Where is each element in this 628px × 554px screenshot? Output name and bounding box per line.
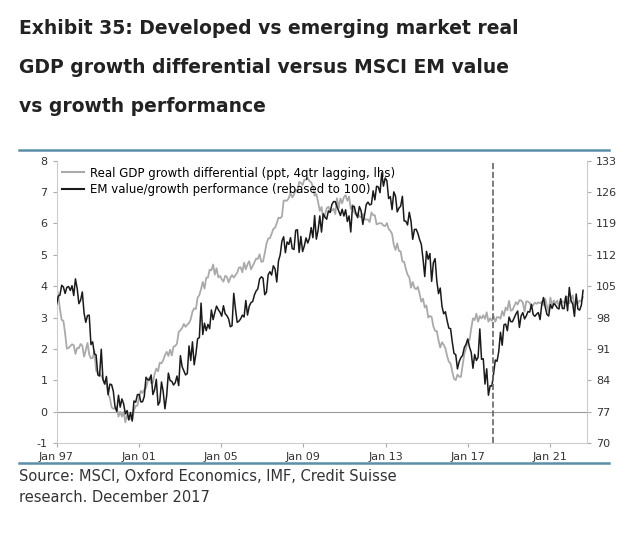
Legend: Real GDP growth differential (ppt, 4qtr lagging, lhs), EM value/growth performan: Real GDP growth differential (ppt, 4qtr … [62,167,395,196]
Text: Exhibit 35: Developed vs emerging market real: Exhibit 35: Developed vs emerging market… [19,19,519,38]
Text: Source: MSCI, Oxford Economics, IMF, Credit Suisse
research. December 2017: Source: MSCI, Oxford Economics, IMF, Cre… [19,469,396,505]
Text: GDP growth differential versus MSCI EM value: GDP growth differential versus MSCI EM v… [19,58,509,77]
Text: vs growth performance: vs growth performance [19,97,266,116]
